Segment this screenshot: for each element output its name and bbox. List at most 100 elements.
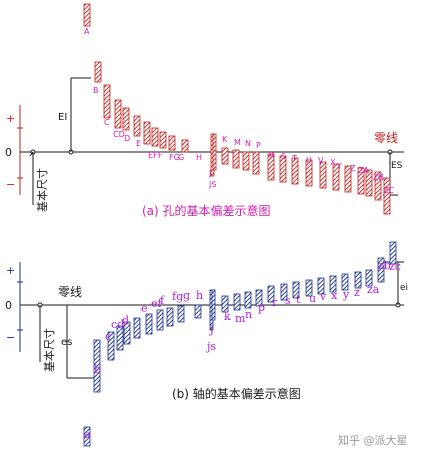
- shaft-label-g: g: [183, 289, 190, 302]
- hole-label-g: G: [178, 153, 184, 162]
- hole-label-n: N: [245, 139, 251, 148]
- shaft-label-y: y: [342, 288, 350, 301]
- shaft-basic-size-label: 基本尺寸: [42, 328, 56, 372]
- hole-label-h: H: [196, 153, 202, 162]
- shaft-bar-fg: [166, 307, 174, 327]
- hole-label-a: A: [84, 27, 90, 36]
- hole-bar-d: [122, 107, 130, 131]
- hole-bar-z: [357, 167, 365, 195]
- hole-bar-c: [103, 84, 111, 119]
- hole-bar-g: [168, 135, 176, 151]
- hole-bar-ef: [143, 121, 151, 145]
- hole-bars: [83, 3, 391, 215]
- shaft-bar-v: [317, 277, 325, 295]
- shaft-bar-u: [305, 279, 313, 297]
- hole-bar-a: [83, 3, 91, 27]
- hole-label-e: E: [136, 139, 141, 148]
- shaft-bar-ef: [145, 313, 153, 335]
- shaft-label-m: m: [235, 312, 246, 325]
- hole-label-fg: FG: [169, 153, 180, 162]
- hole-label-m: M: [234, 138, 241, 147]
- hole-zero-label: 0: [5, 146, 12, 159]
- hole-zero-line-label: 零线: [374, 131, 398, 145]
- hole-label-b: B: [93, 86, 99, 95]
- hole-diagram: + 0 − 基本尺寸 EI ES 零线 A B CCD DE EF F FGG HJ JS K M N…: [5, 3, 404, 218]
- shaft-bar-e: [133, 317, 141, 339]
- hole-bar-js: [212, 133, 217, 171]
- shaft-label-k: k: [224, 310, 231, 323]
- hole-label-ef: EF: [148, 151, 158, 160]
- shaft-zero-line-label: 零线: [58, 285, 82, 299]
- shaft-bar-n: [244, 291, 252, 309]
- shaft-bar-k: [221, 295, 229, 313]
- shaft-label-e: e: [141, 302, 148, 315]
- shaft-bars: [83, 241, 397, 447]
- hole-bar-r: [267, 153, 275, 181]
- shaft-bar-p: [255, 289, 263, 307]
- hole-label-zb: ZB: [373, 173, 384, 182]
- shaft-label-fg: fg: [172, 290, 183, 303]
- hole-minus-sign: −: [6, 178, 15, 191]
- shaft-bar-d: [123, 321, 131, 345]
- shaft-bar-zc: [389, 241, 397, 265]
- shaft-bar-x: [329, 275, 337, 293]
- shaft-label-c: c: [105, 330, 111, 343]
- shaft-label-f: f: [160, 294, 165, 307]
- hole-basic-size-label: 基本尺寸: [35, 168, 49, 212]
- shaft-bar-zb: [377, 257, 385, 283]
- shaft-label-ef: ef: [151, 297, 163, 310]
- shaft-minus-sign: −: [6, 331, 15, 344]
- hole-bar-zc: [383, 177, 391, 215]
- hole-plus-sign: +: [6, 112, 15, 125]
- hole-label-z: Z: [350, 164, 356, 173]
- watermark: 知乎 @派大星: [338, 433, 408, 447]
- hole-bar-s: [279, 155, 287, 183]
- hole-label-cd: CD: [113, 130, 125, 139]
- shaft-label-za: za: [367, 283, 380, 296]
- shaft-bar-a: [83, 426, 91, 447]
- hole-label-js: JS: [208, 180, 216, 189]
- hole-bar-za: [365, 169, 373, 197]
- hole-label-u: U: [306, 156, 312, 165]
- shaft-bar-m: [233, 293, 241, 311]
- shaft-label-j: j: [208, 323, 213, 336]
- hole-bar-fg: [159, 131, 167, 149]
- hole-label-y: Y: [336, 162, 342, 171]
- hole-bar-x: [332, 163, 340, 191]
- shaft-label-s: s: [285, 294, 291, 307]
- hole-bar-u: [305, 159, 313, 187]
- hole-label-k: K: [222, 135, 228, 144]
- hole-label-d: D: [124, 134, 130, 143]
- shaft-bar-t: [292, 281, 300, 299]
- shaft-bar-c: [107, 331, 115, 361]
- hole-label-za: ZA: [358, 166, 369, 175]
- hole-label-r: R: [269, 151, 275, 160]
- shaft-label-u: u: [309, 292, 316, 305]
- shaft-label-zb: zb: [378, 259, 391, 272]
- hole-bar-t: [291, 157, 299, 185]
- shaft-label-b: b: [94, 363, 101, 376]
- shaft-label-t: t: [296, 293, 301, 306]
- hole-label-p: P: [256, 141, 261, 150]
- shaft-bar-z: [354, 271, 362, 289]
- hole-bar-m: [232, 149, 240, 169]
- shaft-bar-b: [93, 339, 101, 393]
- hole-label-j: J: [208, 169, 211, 178]
- hole-bar-h: [181, 139, 189, 153]
- hole-label-c: C: [104, 118, 110, 127]
- shaft-label-v: v: [319, 290, 327, 303]
- shaft-bar-s: [280, 283, 288, 301]
- hole-bar-zb: [374, 171, 382, 201]
- hole-bar-b: [94, 61, 102, 83]
- hole-label-s: S: [281, 152, 286, 161]
- shaft-bar-y: [341, 273, 349, 291]
- hole-caption: (a) 孔的基本偏差示意图: [142, 203, 271, 218]
- hole-label-zc: ZC: [383, 186, 394, 195]
- shaft-label-d: d: [122, 314, 129, 327]
- shaft-bar-g: [177, 305, 185, 323]
- shaft-caption: (b) 轴的基本偏差示意图: [172, 386, 301, 401]
- hole-bar-k: [221, 147, 229, 165]
- shaft-bar-h: [194, 304, 202, 319]
- shaft-es-label: es: [61, 337, 72, 348]
